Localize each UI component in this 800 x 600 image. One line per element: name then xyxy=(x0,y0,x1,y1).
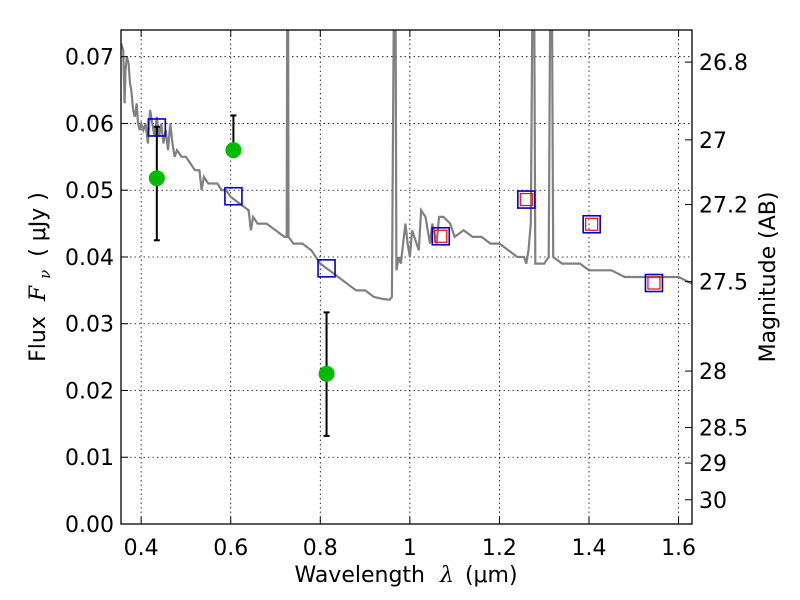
plot-area xyxy=(121,30,692,437)
observed-point xyxy=(318,365,335,382)
observed-point xyxy=(225,142,242,159)
magnitude-tick-label: 26.8 xyxy=(699,51,748,76)
upper-limit-square xyxy=(519,192,533,207)
y-tick-label: 0.02 xyxy=(65,379,114,404)
model-photometry-square xyxy=(431,226,451,246)
x-tick-label: 0.8 xyxy=(303,536,338,561)
grid-lines xyxy=(121,30,692,524)
observed-points xyxy=(148,142,335,382)
magnitude-axis-ticks: 26.8 27 27.2 27.5 28 28.5 29 30 xyxy=(685,51,748,514)
y-tick-label: 0.06 xyxy=(65,112,114,137)
observed-point xyxy=(148,170,165,187)
x-tick-label: 1.2 xyxy=(482,536,517,561)
x-tick-label: 1 xyxy=(403,536,417,561)
upper-limit-square xyxy=(585,217,599,231)
magnitude-tick-label: 27.5 xyxy=(699,271,748,296)
magnitude-tick-label: 27.2 xyxy=(699,193,748,218)
magnitude-tick-label: 28.5 xyxy=(699,417,748,442)
magnitude-tick-label: 29 xyxy=(699,452,727,477)
magnitude-tick-label: 27 xyxy=(699,129,727,154)
x-tick-label: 0.4 xyxy=(124,536,159,561)
upper-limit-square xyxy=(647,276,661,290)
error-bars xyxy=(153,114,330,437)
y-tick-label: 0.00 xyxy=(65,513,114,538)
y-tick-label: 0.03 xyxy=(65,313,114,338)
y-tick-label: 0.01 xyxy=(65,446,114,471)
y-tick-label: 0.04 xyxy=(65,246,114,271)
x-tick-label: 0.6 xyxy=(213,536,248,561)
magnitude-axis-label: Magnitude (AB) xyxy=(756,192,781,363)
y-tick-label: 0.07 xyxy=(65,46,114,71)
magnitude-tick-label: 28 xyxy=(699,360,727,385)
model-photometry-square xyxy=(224,186,243,206)
y-tick-label: 0.05 xyxy=(65,179,114,204)
upper-limit-squares xyxy=(434,192,661,290)
x-tick-label: 1.4 xyxy=(571,536,606,561)
model-photometry-square xyxy=(147,118,167,137)
plot-frame xyxy=(120,29,693,525)
x-axis-ticks: 0.4 0.6 0.8 1 1.2 1.4 1.6 xyxy=(124,30,696,561)
model-photometry-square xyxy=(582,214,601,234)
model-photometry-square xyxy=(516,190,536,209)
magnitude-tick-label: 30 xyxy=(699,489,727,514)
upper-limit-square xyxy=(434,229,448,243)
y-axis-label: Flux F ν ( μJy ) xyxy=(26,192,56,362)
model-photometry-square xyxy=(317,259,336,278)
y-axis-ticks: 0.00 0.01 0.02 0.03 0.04 0.05 0.06 0.07 xyxy=(65,46,128,538)
model-sed-line xyxy=(121,30,692,301)
model-photometry-squares xyxy=(147,118,664,293)
x-axis-label: Wavelength λ (μm) xyxy=(294,563,517,588)
x-tick-label: 1.6 xyxy=(661,536,696,561)
model-photometry-square xyxy=(644,273,664,293)
